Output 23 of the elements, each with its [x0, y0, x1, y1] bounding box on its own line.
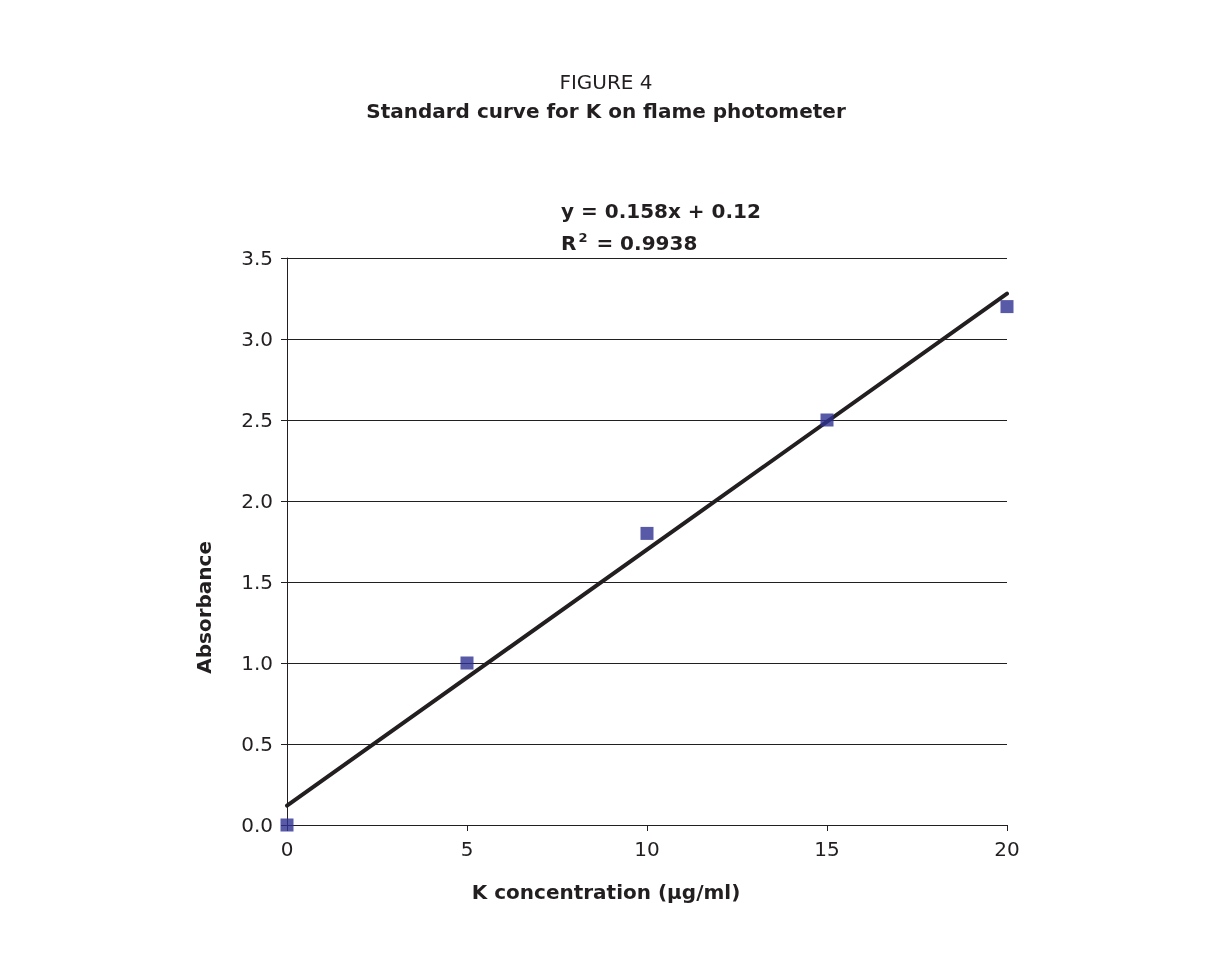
y-tick-label: 0.0 [241, 813, 273, 837]
y-tick-label: 0.5 [241, 732, 273, 756]
point [820, 413, 834, 427]
x-tick-label: 20 [994, 837, 1020, 861]
x-tick-label: 0 [280, 837, 294, 861]
y-tick-label: 3.5 [241, 246, 273, 270]
point [1000, 300, 1014, 314]
y-tick-label: 1.5 [241, 570, 273, 594]
y-tick-label: 1.0 [241, 651, 273, 675]
x-axis-title: K concentration (µg/ml) [471, 880, 741, 904]
chart-subtitle: Standard curve for K on flame photometer [366, 99, 846, 123]
y-axis-title: Absorbance [192, 540, 216, 674]
x-tick-label: 5 [460, 837, 474, 861]
y-tick-label: 3.0 [241, 327, 273, 351]
point [460, 656, 474, 670]
x-tick-label: 10 [634, 837, 660, 861]
chart-title: FIGURE 4 [559, 70, 653, 94]
x-tick-label: 15 [814, 837, 840, 861]
text: y = 0.158x + 0.12 [561, 199, 761, 223]
point [280, 818, 294, 832]
y-tick-label: 2.0 [241, 489, 273, 513]
y-tick-label: 2.5 [241, 408, 273, 432]
point [640, 526, 654, 540]
